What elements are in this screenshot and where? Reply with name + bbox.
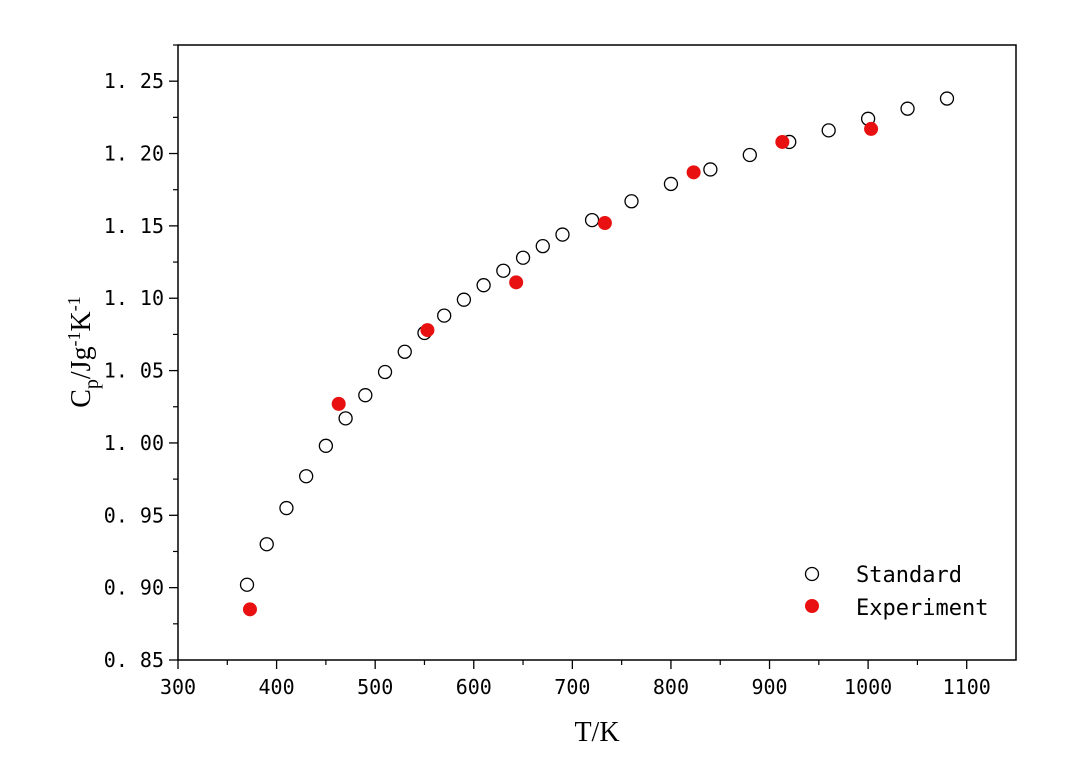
standard-point — [821, 123, 836, 138]
experiment-point — [242, 602, 257, 617]
y-tick-label: 1. 00 — [104, 431, 164, 455]
x-tick-label: 500 — [357, 675, 393, 699]
standard-point — [624, 194, 639, 209]
legend-label-standard: Standard — [856, 563, 962, 588]
y-axis-title-sup2: -1 — [64, 296, 84, 311]
y-tick-label: 0. 85 — [104, 648, 164, 672]
x-tick-labels: 300 400 500 600 700 800 900 1000 1100 — [160, 675, 991, 699]
legend-marker-experiment — [805, 599, 819, 613]
y-tick-labels: 0. 85 0. 90 0. 95 1. 00 1. 05 1. 10 1. 15 1. 20… — [104, 69, 164, 672]
standard-point — [299, 469, 314, 484]
standard-point — [535, 238, 550, 254]
x-tick-label: 700 — [554, 675, 590, 699]
data-points — [239, 91, 955, 617]
experiment-point — [509, 275, 524, 290]
x-tick-label: 900 — [751, 675, 787, 699]
y-tick-label: 0. 95 — [104, 503, 164, 527]
x-axis-title: T/K — [574, 717, 619, 748]
standard-point — [397, 344, 412, 359]
y-axis-title-base: C — [66, 389, 97, 408]
standard-point — [555, 227, 570, 242]
experiment-point — [686, 165, 701, 180]
standard-point — [279, 500, 294, 516]
standard-point — [584, 212, 600, 228]
experiment-point — [597, 215, 612, 230]
standard-point — [318, 438, 334, 453]
experiment-point — [864, 121, 879, 136]
standard-point — [515, 250, 531, 265]
standard-point — [476, 278, 491, 293]
y-axis-title-sub: p — [81, 379, 103, 389]
standard-point — [456, 292, 472, 307]
x-tick-label: 600 — [456, 675, 492, 699]
experiment-point — [420, 323, 435, 338]
y-tick-label: 1. 25 — [104, 69, 164, 93]
standard-point — [437, 308, 452, 323]
standard-point — [496, 263, 511, 278]
legend-marker-standard — [804, 566, 820, 582]
legend-label-experiment: Experiment — [856, 596, 988, 621]
standard-point — [663, 176, 679, 192]
legend: Standard Experiment — [804, 563, 988, 621]
plot-frame — [177, 44, 1017, 661]
x-tick-label: 1000 — [844, 675, 892, 699]
standard-point — [358, 388, 373, 403]
x-tick-label: 400 — [259, 675, 295, 699]
y-tick-label: 1. 20 — [104, 142, 164, 166]
x-tick-label: 1100 — [943, 675, 991, 699]
x-tick-label: 800 — [653, 675, 689, 699]
experiment-point — [331, 396, 346, 411]
y-axis-title-mid2: K — [66, 311, 97, 331]
y-tick-label: 1. 10 — [104, 286, 164, 310]
standard-point — [742, 147, 757, 163]
standard-point — [377, 364, 393, 380]
x-tick-label: 300 — [160, 675, 196, 699]
standard-point — [939, 91, 955, 106]
standard-point — [900, 101, 915, 116]
y-tick-label: 1. 05 — [104, 359, 164, 383]
axis-ticks — [169, 44, 968, 669]
experiment-point — [775, 134, 790, 149]
y-tick-label: 0. 90 — [104, 576, 164, 600]
y-axis-title-mid1: /Jg — [66, 346, 97, 379]
y-axis-title-sup1: -1 — [64, 331, 84, 346]
standard-point — [338, 411, 353, 426]
standard-point — [239, 577, 255, 592]
y-tick-label: 1. 15 — [104, 214, 164, 238]
standard-point — [259, 537, 274, 552]
standard-point — [703, 162, 718, 177]
y-axis-title: Cp/Jg-1K-1 — [64, 296, 103, 408]
